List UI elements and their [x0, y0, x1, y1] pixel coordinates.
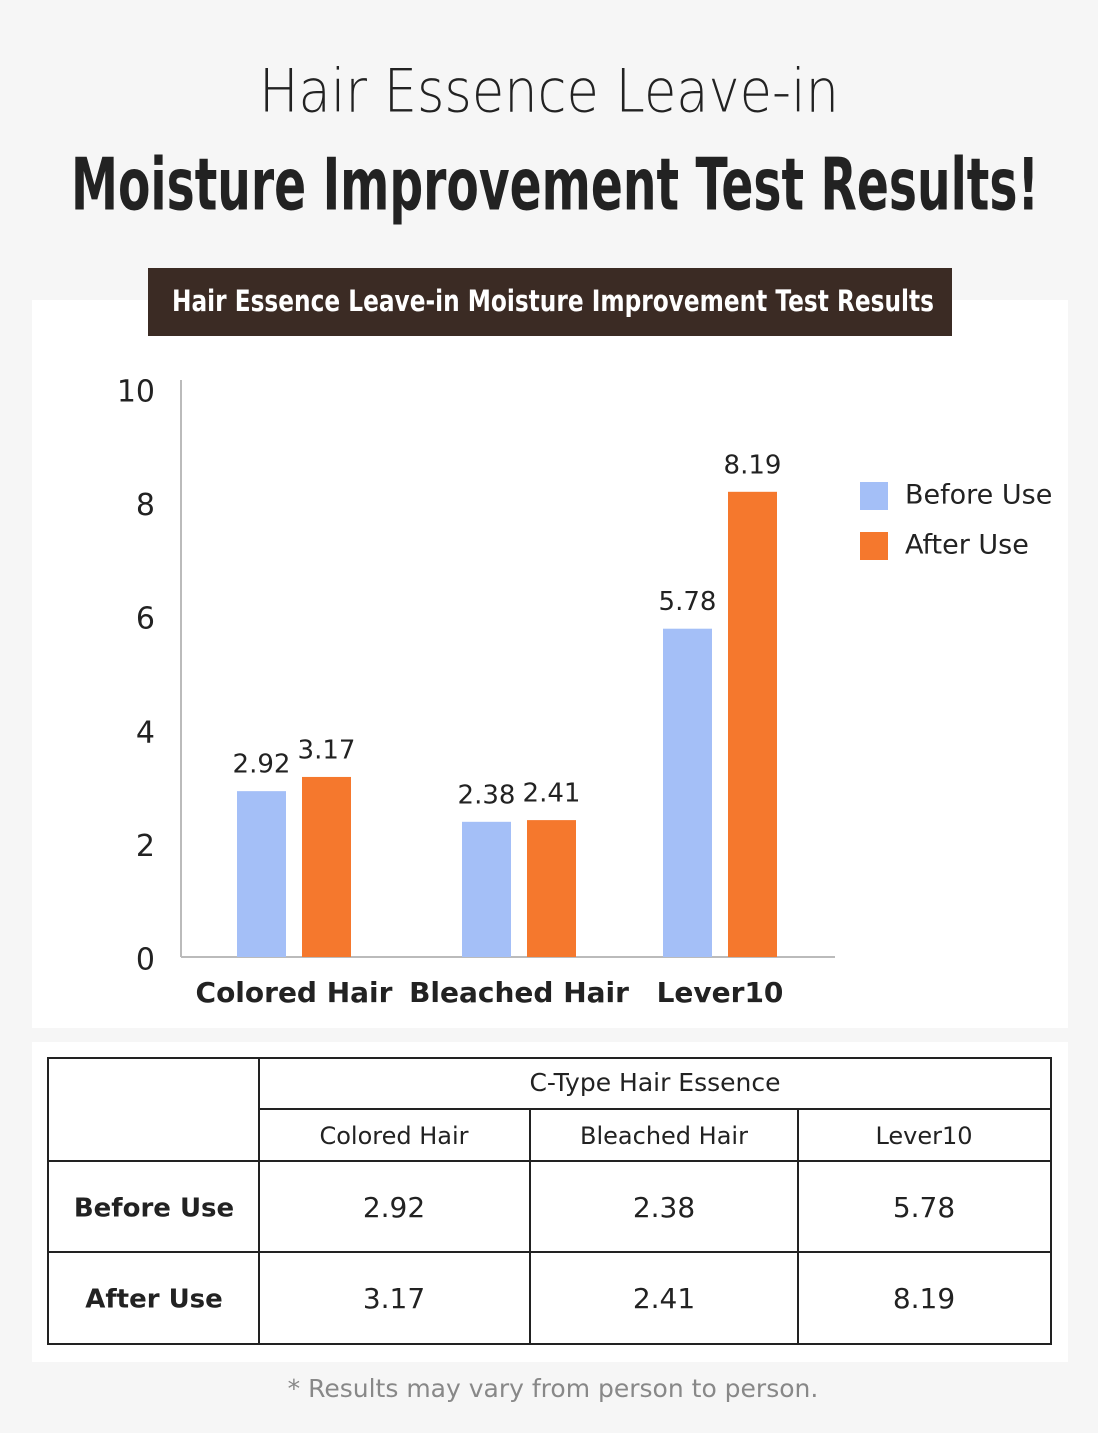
table-cell: 8.19 [893, 1282, 955, 1315]
bar [302, 776, 351, 957]
data-label: 2.92 [233, 750, 291, 780]
table-border [47, 1057, 1052, 1345]
x-tick-label: Bleached Hair [409, 976, 629, 1009]
chart-banner [148, 268, 952, 336]
table-cell: 3.17 [363, 1282, 425, 1315]
table-cell: 5.78 [893, 1191, 955, 1224]
chart-title: Hair Essence Leave-in Moisture Improveme… [172, 284, 934, 318]
bar [663, 628, 712, 957]
y-tick-label: 2 [136, 829, 155, 864]
y-tick-label: 4 [136, 715, 155, 750]
y-tick-label: 6 [136, 602, 155, 637]
y-tick-label: 8 [136, 488, 155, 523]
bar [728, 491, 777, 957]
legend-label: After Use [905, 530, 1029, 561]
bar [527, 820, 576, 957]
y-tick-label: 0 [136, 943, 155, 978]
data-label: 2.41 [523, 779, 581, 809]
table-row-header: After Use [85, 1285, 223, 1315]
table-group-header: C-Type Hair Essence [529, 1068, 780, 1097]
table-cell: 2.41 [633, 1282, 695, 1315]
data-label: 5.78 [659, 587, 717, 617]
x-tick-label: Colored Hair [196, 976, 393, 1009]
table-cell: 2.92 [363, 1191, 425, 1224]
table: C-Type Hair Essence [47, 1057, 1052, 1345]
legend-swatch [860, 532, 888, 560]
legend-swatch [860, 482, 888, 510]
table-column-header: Lever10 [875, 1122, 972, 1150]
y-tick-label: 10 [117, 375, 155, 410]
table-cell: 2.38 [633, 1191, 695, 1224]
data-label: 3.17 [298, 735, 356, 765]
table-column-header: Colored Hair [319, 1122, 468, 1150]
x-tick-label: Lever10 [657, 976, 784, 1009]
data-label: 8.19 [724, 450, 782, 480]
data-label: 2.38 [458, 780, 516, 810]
table-column-header: Bleached Hair [580, 1122, 748, 1150]
legend-label: Before Use [905, 480, 1052, 511]
footnote: * Results may vary from person to person… [288, 1374, 819, 1403]
bar [462, 821, 511, 957]
bar [237, 791, 286, 957]
title-line1: Hair Essence Leave-in [259, 57, 839, 127]
title-line2: Moisture Improvement Test Results! [71, 143, 1039, 227]
table-row-header: Before Use [74, 1194, 234, 1224]
table-panel [32, 1042, 1068, 1362]
